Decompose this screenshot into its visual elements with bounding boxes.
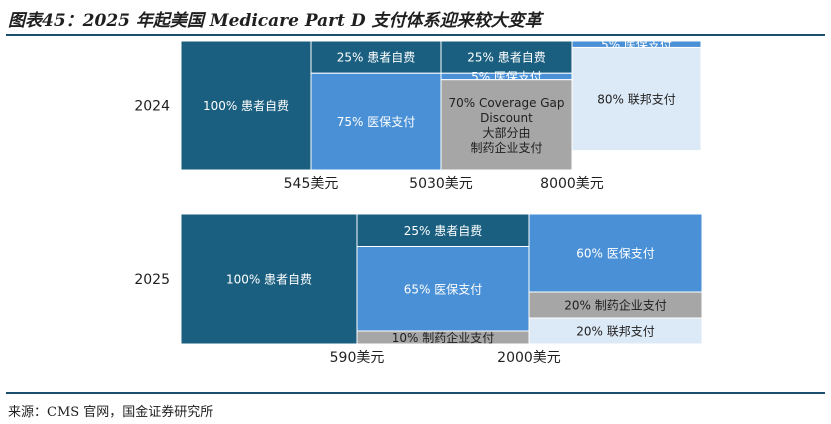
source-rule: [6, 392, 825, 394]
bar-segment: [528, 291, 703, 319]
segment-label: 25% 患者自费: [467, 51, 546, 65]
bar-segment: [528, 213, 703, 293]
segment-label: 70% Coverage Gap Discount 大部分由制药企业支付: [448, 96, 564, 155]
segment-label: 25% 患者自费: [337, 51, 416, 65]
bar-segment: [356, 213, 530, 247]
row-label: 2025: [134, 272, 170, 288]
bar-segment: [528, 317, 703, 345]
segment-label: 20% 制药企业支付: [564, 298, 667, 313]
title-rule: [6, 34, 825, 36]
threshold-label: 590美元: [330, 350, 385, 366]
segment-label: 20% 联邦支付: [576, 325, 655, 339]
segment-label: 65% 医保支付: [404, 282, 483, 296]
segment-label: 100% 患者自费: [203, 99, 289, 113]
segment-label: 10% 制药企业支付: [392, 330, 495, 345]
bar-segment: [356, 246, 530, 332]
bar-segment: [571, 46, 702, 152]
bar-segment: [440, 79, 573, 171]
segment-label: 80% 联邦支付: [597, 93, 676, 107]
segment-label: 100% 患者自费: [226, 273, 312, 287]
row-label: 2024: [134, 99, 170, 115]
bar-segment: [180, 40, 312, 171]
threshold-label: 545美元: [284, 176, 339, 192]
segment-label: 60% 医保支付: [576, 247, 655, 261]
bar-segment: [440, 40, 573, 74]
chart-title: 图表45：2025 年起美国 Medicare Part D 支付体系迎来较大变…: [8, 11, 542, 31]
segment-label: 75% 医保支付: [337, 115, 416, 129]
threshold-label: 2000美元: [497, 350, 561, 366]
threshold-label: 8000美元: [540, 176, 604, 192]
threshold-label: 5030美元: [409, 176, 473, 192]
bar-segment: [310, 72, 442, 171]
source-note: 来源：CMS 官网，国金证券研究所: [8, 405, 214, 420]
segment-label: 25% 患者自费: [404, 224, 483, 238]
row-2025: 2025 100% 患者自费 25% 患者自费 65% 医保支付 10% 制药企业支付 6…: [134, 213, 703, 366]
bar-segment: [310, 40, 442, 74]
